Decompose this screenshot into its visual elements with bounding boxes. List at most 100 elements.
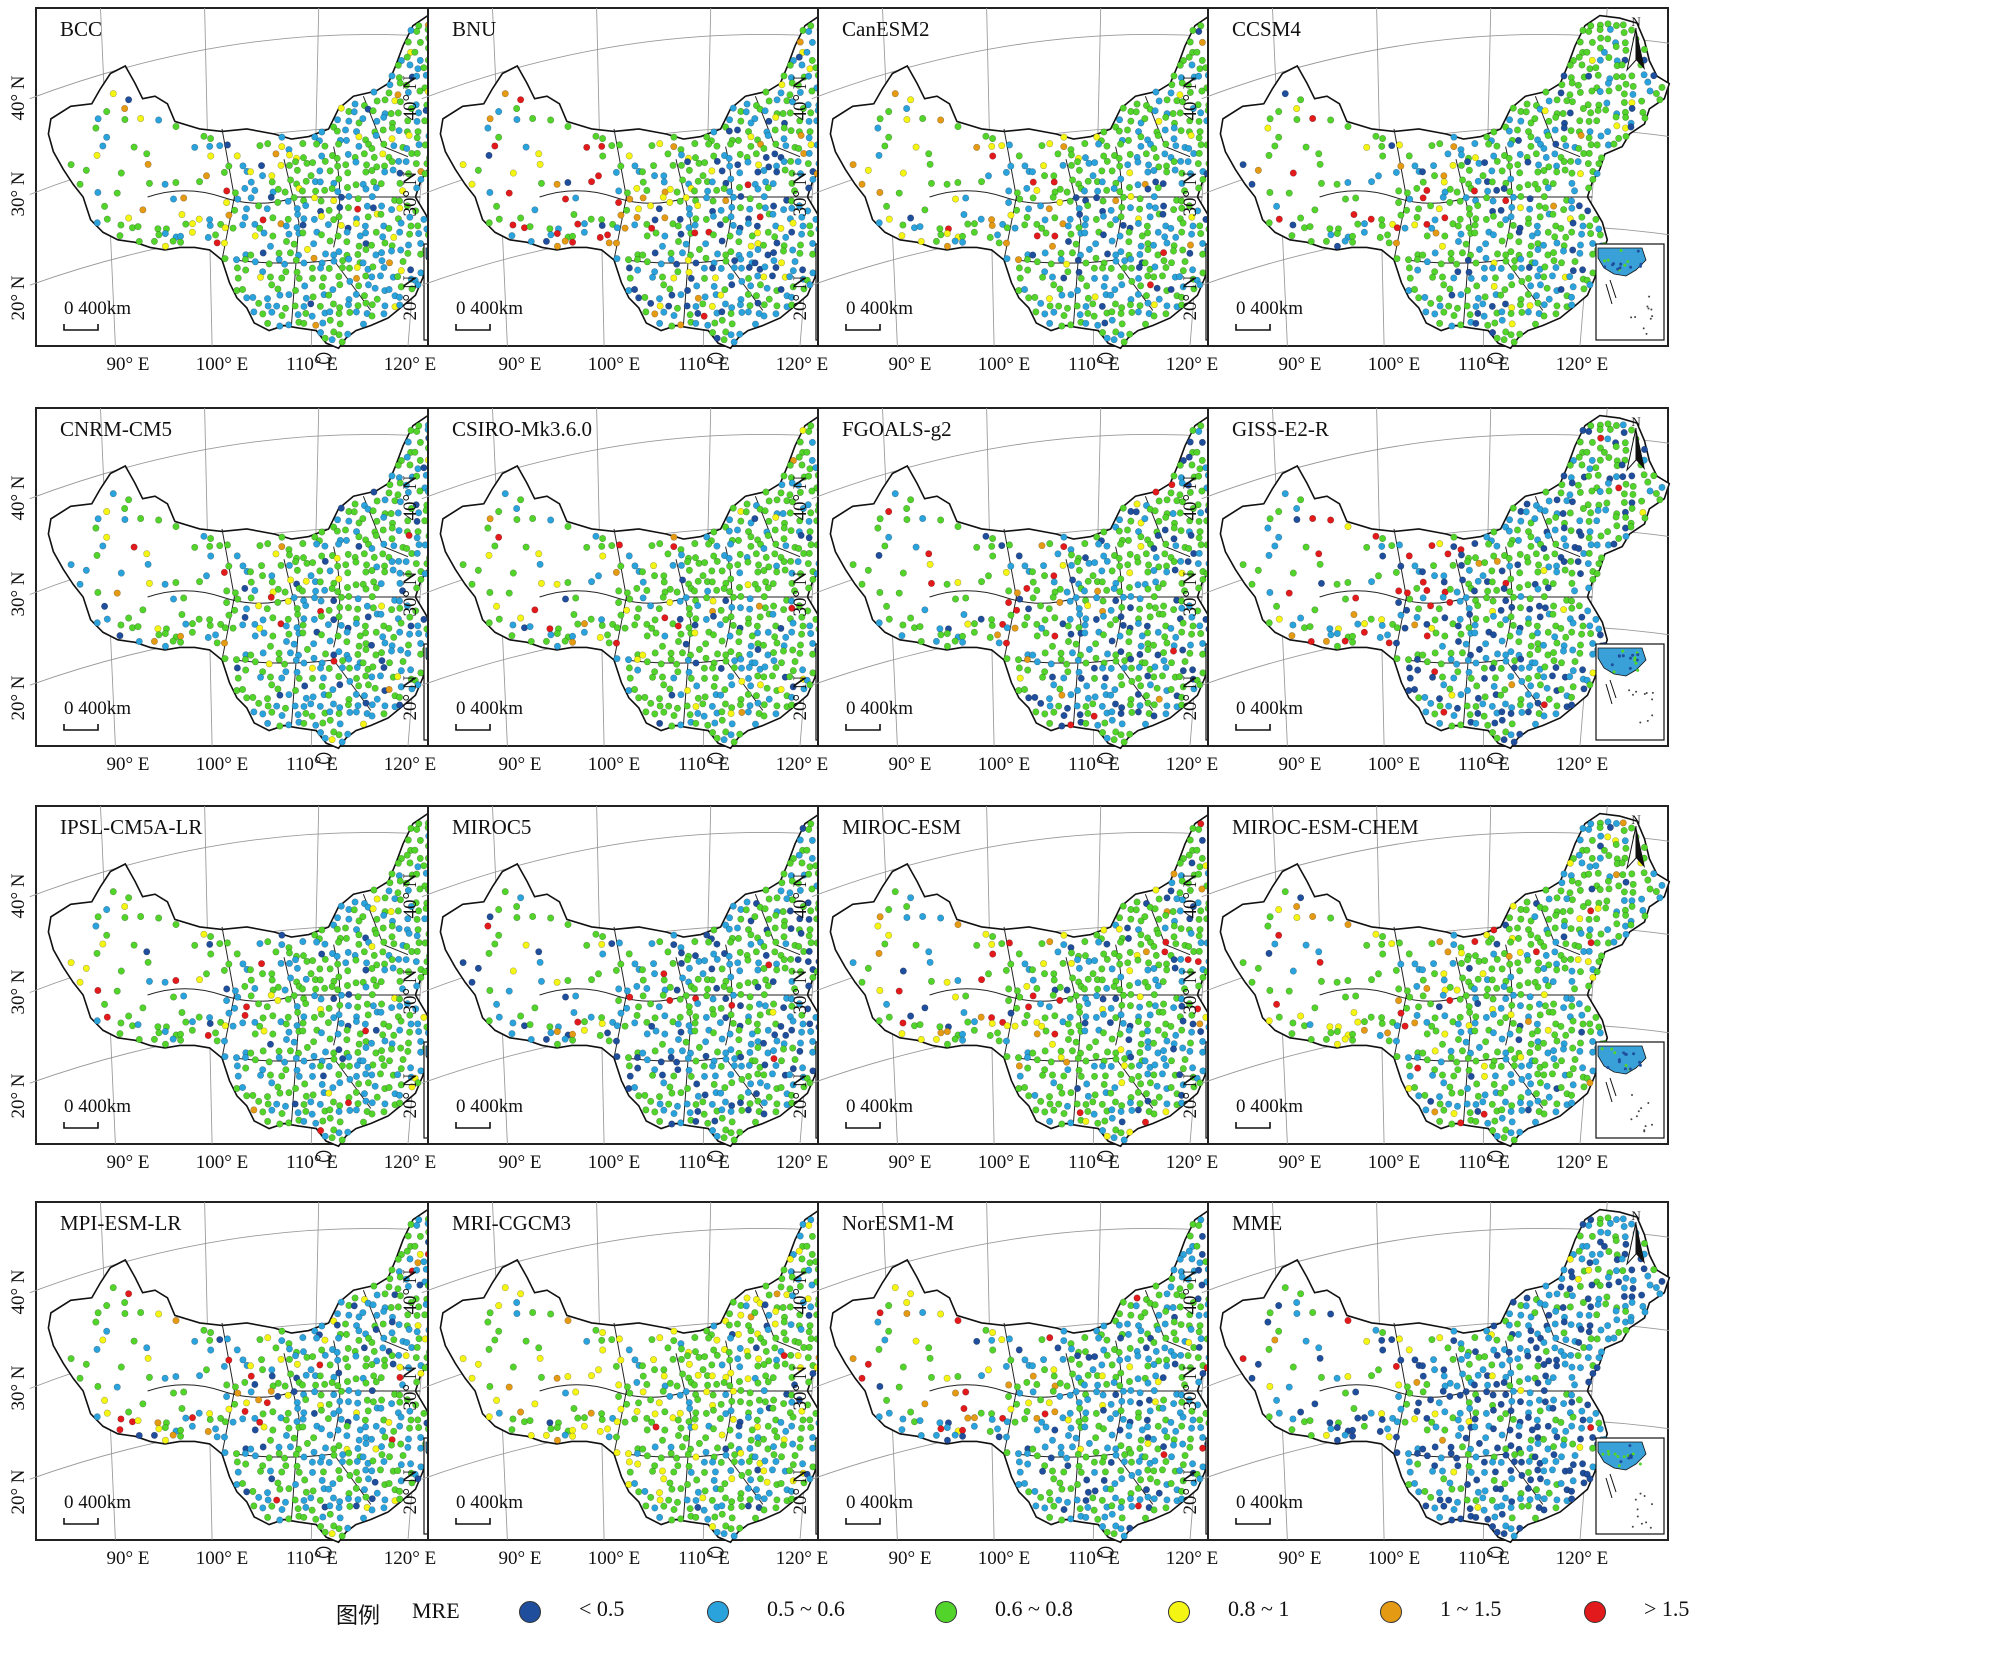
station-point (788, 597, 796, 605)
lat-label: 40° N (1180, 475, 1201, 520)
station-point (1049, 642, 1056, 650)
station-point (1013, 189, 1021, 197)
station-point (459, 161, 467, 169)
station-point (1498, 567, 1506, 575)
station-point (117, 169, 125, 177)
station-point (1110, 585, 1118, 593)
station-point (405, 570, 412, 578)
station-point (718, 716, 726, 724)
station-point (954, 178, 962, 187)
station-point (285, 691, 293, 699)
station-point (169, 237, 177, 245)
station-point (1561, 566, 1569, 574)
station-point (1040, 162, 1048, 170)
station-point (172, 523, 180, 531)
station-point (562, 595, 569, 603)
station-point (1067, 721, 1075, 729)
station-point (292, 558, 300, 566)
station-point (233, 286, 241, 295)
station-point (334, 162, 342, 170)
station-point (1498, 237, 1506, 245)
station-point (1064, 222, 1072, 230)
station-point (1135, 263, 1143, 271)
station-point (805, 549, 813, 557)
station-point (1069, 176, 1077, 184)
station-point (1566, 61, 1574, 69)
station-point (405, 531, 413, 539)
station-point (1127, 664, 1135, 672)
station-point (796, 649, 804, 657)
station-point (1507, 648, 1515, 656)
station-point (299, 540, 307, 548)
station-point (247, 568, 254, 576)
station-point (399, 657, 407, 666)
station-point (338, 264, 346, 272)
station-point (989, 152, 997, 160)
station-point (1629, 482, 1637, 490)
station-point (416, 456, 424, 464)
station-point (703, 533, 711, 541)
station-point (326, 316, 334, 324)
station-point (1508, 704, 1516, 712)
station-point (1502, 197, 1510, 205)
station-point (1084, 177, 1092, 185)
lat-label: 30° N (790, 171, 811, 216)
station-point (747, 142, 755, 150)
station-point (1015, 656, 1022, 664)
station-point (1454, 668, 1462, 676)
station-point (474, 166, 482, 174)
station-point (1289, 569, 1297, 577)
station-point (1178, 179, 1186, 187)
station-point (1627, 123, 1635, 131)
station-point (1100, 552, 1108, 560)
station-point (1178, 197, 1186, 205)
station-point (650, 162, 658, 170)
station-point (686, 210, 694, 218)
station-point (284, 215, 292, 223)
station-point (1505, 527, 1513, 535)
station-point (1439, 642, 1446, 650)
station-point (643, 258, 651, 266)
station-point (643, 658, 651, 666)
station-point (692, 702, 700, 711)
station-point (1526, 302, 1534, 310)
station-point (1101, 319, 1109, 327)
station-point (1457, 151, 1465, 159)
station-point (247, 251, 255, 259)
station-point (1011, 624, 1019, 632)
station-point (652, 629, 660, 637)
station-point (299, 938, 307, 946)
station-point (397, 683, 405, 691)
station-point (1413, 655, 1421, 664)
station-point (1327, 116, 1335, 124)
station-point (293, 166, 301, 174)
station-point (569, 638, 577, 646)
station-point (677, 561, 685, 569)
station-point (1016, 595, 1024, 603)
station-point (1517, 604, 1524, 612)
station-point (937, 231, 945, 239)
station-point (1444, 150, 1452, 158)
station-point (1496, 221, 1504, 229)
station-point (726, 588, 734, 596)
station-point (508, 632, 516, 640)
station-point (791, 187, 799, 195)
station-point (1544, 651, 1552, 659)
station-point (1116, 562, 1124, 570)
station-point (1160, 249, 1168, 257)
station-point (1132, 108, 1140, 116)
station-point (1480, 712, 1488, 720)
station-point (1604, 128, 1612, 136)
station-point (396, 301, 404, 309)
station-point (1456, 197, 1464, 205)
station-point (396, 579, 404, 587)
station-point (329, 286, 337, 294)
station-point (676, 597, 684, 605)
station-point (1075, 566, 1083, 574)
station-point (729, 104, 737, 112)
station-point (1107, 606, 1115, 614)
station-point (388, 135, 396, 143)
station-point (1309, 114, 1317, 123)
station-point (737, 117, 745, 125)
station-point (1084, 709, 1092, 717)
